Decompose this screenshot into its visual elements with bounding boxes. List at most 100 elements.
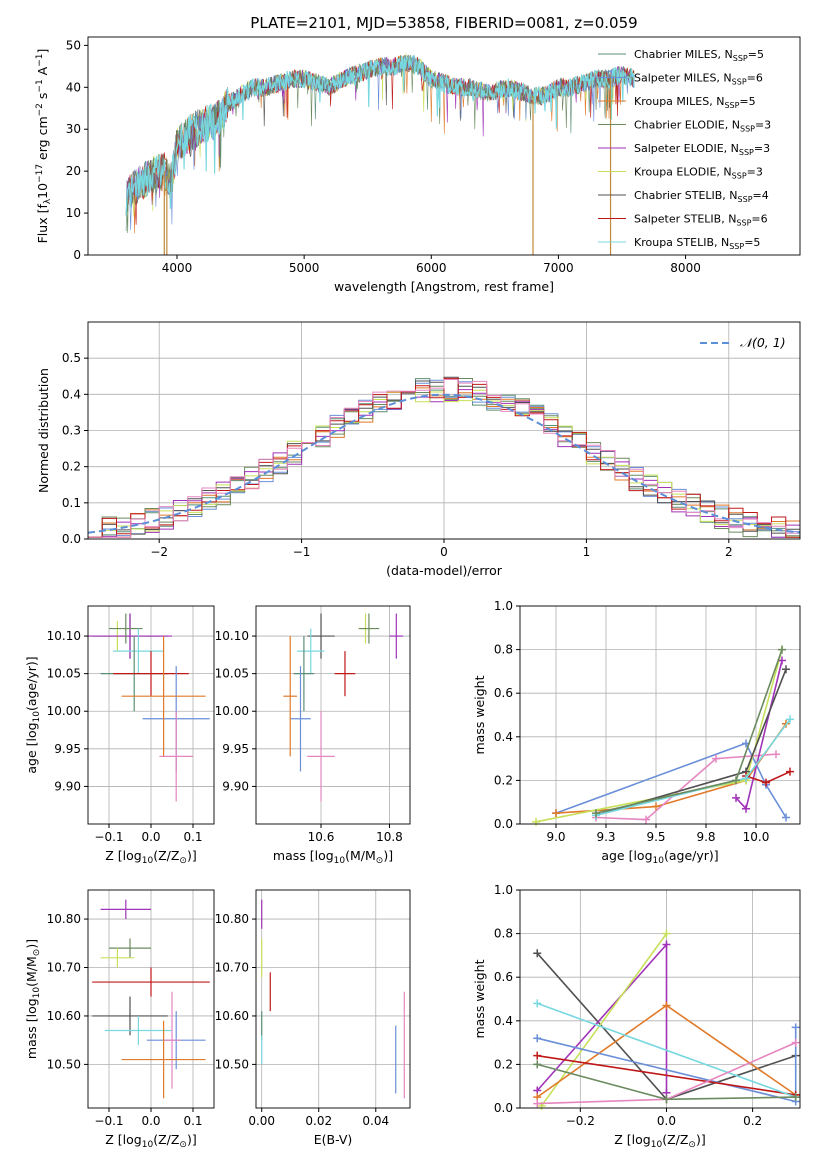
x-tick-label: 5000 — [289, 261, 320, 275]
y-tick-label: 0.2 — [62, 460, 81, 474]
y-tick-label: 0.0 — [494, 1101, 513, 1115]
x-tick-label: 6000 — [416, 261, 447, 275]
x-tick-label: −0.2 — [566, 1114, 595, 1128]
axes-frame — [519, 889, 801, 1109]
axes-frame — [255, 889, 411, 1109]
x-tick-label: −2 — [150, 545, 168, 559]
series-point — [712, 754, 720, 763]
errorbar-point — [121, 1020, 206, 1099]
histogram-extra_pink — [88, 379, 800, 538]
series-point — [742, 804, 750, 813]
y-tick-label: 0.1 — [62, 496, 81, 510]
series-point — [652, 802, 660, 811]
errorbar-point — [109, 613, 143, 644]
x-tick-label: 8000 — [670, 261, 701, 275]
x-tick-label: 10.8 — [376, 830, 403, 844]
y-tick-label: 10.70 — [215, 961, 249, 975]
legend-label: Salpeter STELIB, NSSP=6 — [634, 213, 768, 228]
errorbar-point — [307, 711, 335, 802]
x-tick-label: 9.3 — [596, 830, 615, 844]
legend-label: Kroupa STELIB, NSSP=5 — [634, 236, 760, 251]
legend-label: Kroupa ELODIE, NSSP=3 — [634, 166, 763, 181]
series-point — [772, 750, 780, 759]
x-axis-label: (data-model)/error — [386, 563, 503, 578]
errorbar-point — [92, 996, 168, 1036]
errorbar-point — [297, 628, 325, 674]
y-tick-label: 40 — [66, 80, 81, 94]
x-tick-label: 4000 — [162, 261, 193, 275]
y-tick-label: 30 — [66, 122, 81, 136]
series-line — [595, 753, 777, 821]
series-point — [532, 817, 540, 826]
spectrum-line-salpeter_elodie — [125, 55, 635, 216]
x-axis-label: wavelength [Angstrom, rest frame] — [334, 279, 554, 294]
y-tick-label: 10.80 — [47, 912, 81, 926]
x-tick-label: 0.00 — [248, 1114, 275, 1128]
errorbar-point — [389, 613, 404, 659]
y-tick-label: 9.90 — [54, 779, 81, 793]
panel-mass_vs_ebv: 0.00 0.02 0.04 10.50 10.60 10.70 10.80 E(B-V) — [215, 889, 411, 1147]
errorbar-point — [113, 628, 164, 674]
y-axis-label: Normed distribution — [36, 368, 51, 493]
series-point — [782, 813, 790, 822]
y-tick-label: 10.60 — [215, 1009, 249, 1023]
y-tick-label: 0.5 — [62, 351, 81, 365]
series-point — [533, 1051, 542, 1060]
series-point — [778, 656, 786, 665]
spectrum-line-kroupa_stelib — [125, 54, 635, 216]
series-point — [533, 1099, 542, 1108]
x-axis-label: Z [log10​(Z/Z⊙​)] — [105, 848, 196, 866]
y-tick-label: 1.0 — [494, 599, 513, 613]
x-tick-label: 0.1 — [183, 1114, 202, 1128]
x-axis-label: mass [log10​(M/M⊙​)] — [273, 848, 393, 866]
legend-label: 𝒩(0, 1) — [740, 335, 786, 350]
y-tick-label: 0.3 — [62, 424, 81, 438]
x-tick-label: −0.1 — [94, 1114, 123, 1128]
panel-mass_vs_Z: −0.1 0.0 0.1 10.50 10.60 10.70 10.80 Z [log10​(… — [24, 889, 215, 1150]
series-line — [595, 668, 787, 817]
x-tick-label: 9.8 — [696, 830, 715, 844]
x-tick-label: 0 — [440, 545, 448, 559]
gaussian-curve — [87, 393, 801, 534]
y-tick-label: 9.90 — [222, 779, 249, 793]
x-axis-label: E(B-V) — [314, 1132, 353, 1147]
series-point — [791, 1093, 800, 1102]
y-tick-label: 0.6 — [494, 970, 513, 984]
series-point — [782, 665, 790, 674]
series-line — [537, 1054, 796, 1096]
panel-weight_vs_age: 9.0 9.3 9.5 9.8 10.0 0.0 0.2 0.4 0.6 0.8 1.0 age [l… — [472, 599, 801, 866]
y-tick-label: 10.05 — [47, 667, 81, 681]
y-tick-label: 20 — [66, 164, 81, 178]
y-tick-label: 0.0 — [62, 532, 81, 546]
errorbar-point — [100, 899, 151, 920]
series-point — [662, 929, 671, 938]
series-point — [791, 1023, 800, 1032]
panel-weight_vs_Z: −0.2 0.0 0.2 0.0 0.2 0.4 0.6 0.8 1.0 Z [log10​(Z/… — [472, 883, 801, 1150]
y-axis-label: mass weight — [472, 675, 487, 754]
x-tick-label: 9.0 — [546, 830, 565, 844]
x-axis-label: Z [log10​(Z/Z⊙​)] — [105, 1132, 196, 1150]
x-tick-label: 0.0 — [657, 1114, 676, 1128]
y-tick-label: 10.00 — [215, 704, 249, 718]
series-point — [791, 1038, 800, 1047]
y-tick-label: 0.4 — [62, 387, 81, 401]
y-tick-label: 10.00 — [47, 704, 81, 718]
y-tick-label: 10 — [66, 206, 81, 220]
y-tick-label: 0.8 — [494, 927, 513, 941]
x-tick-label: 9.5 — [646, 830, 665, 844]
panel-age_vs_Z: −0.1 0.0 0.1 9.90 9.95 10.00 10.05 10.10 Z [log1… — [24, 605, 215, 866]
errorbar-point — [92, 967, 210, 997]
legend-label: Kroupa MILES, NSSP=5 — [634, 95, 756, 110]
y-tick-label: 10.80 — [215, 912, 249, 926]
x-tick-label: 0.0 — [141, 1114, 160, 1128]
axes-frame — [87, 321, 801, 540]
series-point — [533, 1060, 542, 1069]
y-tick-label: 0.4 — [494, 1014, 513, 1028]
y-tick-label: 0.6 — [494, 686, 513, 700]
series-point — [786, 767, 794, 776]
spectrum-line-chabrier_elodie — [125, 54, 635, 234]
series-point — [732, 776, 740, 785]
errorbar-point — [109, 938, 151, 958]
x-tick-label: 2 — [725, 545, 733, 559]
legend-label: Salpeter ELODIE, NSSP=3 — [634, 142, 770, 157]
